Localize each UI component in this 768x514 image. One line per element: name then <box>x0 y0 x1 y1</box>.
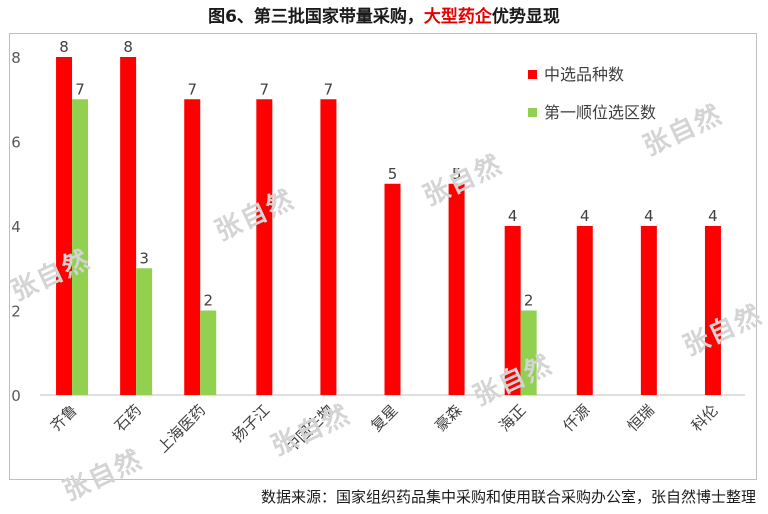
data-label: 3 <box>139 249 149 267</box>
legend-label: 第一顺位选区数 <box>544 103 656 122</box>
bar-第一顺位选区数 <box>520 310 537 395</box>
bar-中选品种数 <box>184 99 201 395</box>
bar-第一顺位选区数 <box>136 268 153 395</box>
y-tick-label: 8 <box>11 49 21 67</box>
data-label: 2 <box>524 292 534 310</box>
bar-第一顺位选区数 <box>200 310 217 395</box>
legend-swatch <box>528 108 537 117</box>
x-tick-label: 上海医药 <box>154 401 209 456</box>
x-tick-label: 豪森 <box>431 401 465 435</box>
y-tick-label: 2 <box>11 303 21 321</box>
data-source-note: 数据来源：国家组织药品集中采购和使用联合采购办公室，张自然博士整理 <box>260 488 756 506</box>
bar-中选品种数 <box>56 57 73 395</box>
data-label: 8 <box>59 38 69 56</box>
data-label: 4 <box>644 207 654 225</box>
data-label: 7 <box>187 80 197 98</box>
x-tick-label: 科伦 <box>688 401 722 435</box>
chart-frame <box>9 33 757 480</box>
legend-label: 中选品种数 <box>544 65 624 84</box>
title-highlight: 大型药企 <box>423 7 492 27</box>
bar-中选品种数 <box>704 226 721 395</box>
bar-中选品种数 <box>640 226 657 395</box>
data-label: 7 <box>75 80 85 98</box>
x-tick-label: 海正 <box>496 401 530 435</box>
data-label: 4 <box>580 207 590 225</box>
data-label: 4 <box>508 207 518 225</box>
x-tick-label: 恒瑞 <box>624 401 658 435</box>
y-tick-label: 4 <box>11 218 21 236</box>
y-tick-label: 6 <box>11 134 21 152</box>
x-tick-label: 扬子江 <box>229 401 274 446</box>
data-label: 5 <box>452 165 462 183</box>
data-label: 7 <box>260 80 270 98</box>
bar-中选品种数 <box>320 99 337 395</box>
bar-中选品种数 <box>448 183 465 395</box>
bar-中选品种数 <box>120 57 137 395</box>
legend-swatch <box>528 70 537 79</box>
y-tick-label: 0 <box>11 387 21 405</box>
x-tick-label: 齐鲁 <box>47 401 81 435</box>
title-prefix: 图6、第三批国家带量采购， <box>208 7 424 27</box>
data-label: 2 <box>203 292 213 310</box>
data-label: 8 <box>123 38 133 56</box>
bar-第一顺位选区数 <box>72 99 89 395</box>
x-tick-label: 石药 <box>111 401 145 435</box>
data-label: 7 <box>324 80 334 98</box>
x-tick-label: 复星 <box>367 401 401 435</box>
title-suffix: 优势显现 <box>491 7 560 27</box>
bar-中选品种数 <box>576 226 593 395</box>
bar-中选品种数 <box>256 99 273 395</box>
x-tick-label: 中国生物 <box>282 401 337 456</box>
data-label: 5 <box>388 165 398 183</box>
bar-中选品种数 <box>384 183 401 395</box>
chart-title: 图6、第三批国家带量采购，大型药企优势显现 <box>0 2 768 27</box>
bar-中选品种数 <box>504 226 521 395</box>
x-tick-label: 仟源 <box>560 401 594 435</box>
data-label: 4 <box>708 207 718 225</box>
